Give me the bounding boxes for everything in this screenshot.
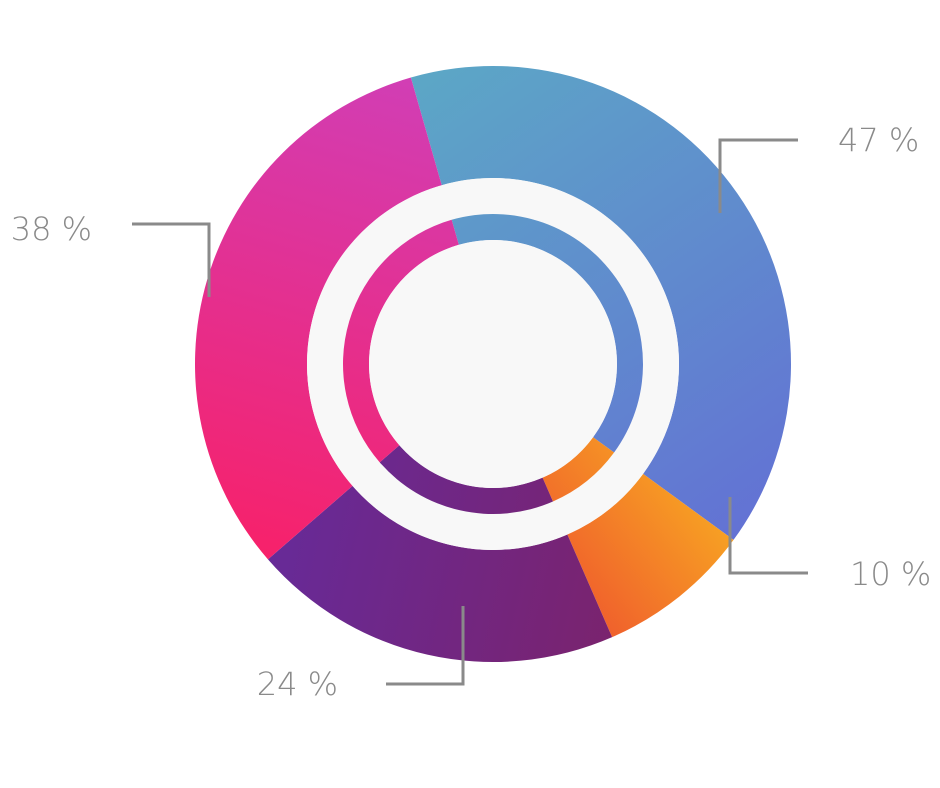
label-blue: 47 %: [838, 121, 919, 159]
inner-slice-pink: [342, 219, 459, 463]
label-purple: 24 %: [257, 665, 338, 703]
label-orange: 10 %: [850, 555, 931, 593]
inner-slice-blue: [451, 214, 643, 453]
leader-lines: [132, 138, 808, 686]
inner-ring: [342, 214, 643, 514]
outer-slice-blue: [410, 66, 792, 540]
outer-slice-purple: [267, 485, 613, 662]
percentage-labels: 47 % 10 % 24 % 38 %: [11, 121, 932, 703]
inner-slice-purple: [379, 445, 553, 514]
outer-slice-pink: [194, 77, 442, 560]
outer-slice-orange: [567, 473, 734, 638]
leader-line-orange: [728, 497, 808, 575]
outer-ring: [194, 66, 792, 662]
label-pink: 38 %: [11, 210, 92, 248]
leader-line-purple: [386, 606, 465, 686]
leader-line-blue: [718, 138, 798, 213]
donut-center: [369, 240, 617, 488]
inner-slice-orange: [542, 437, 615, 502]
leader-line-pink: [132, 222, 211, 297]
